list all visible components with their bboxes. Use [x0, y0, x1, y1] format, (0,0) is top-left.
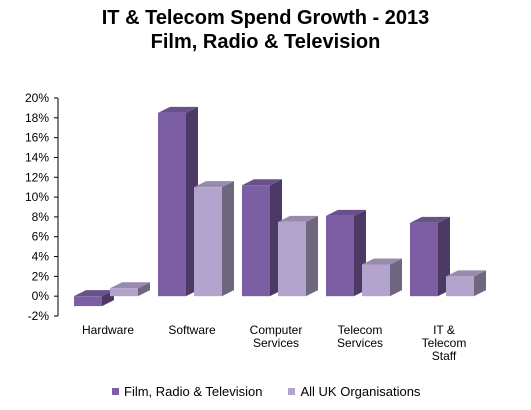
x-category-label: Telecom Services: [337, 323, 383, 350]
bar: [194, 187, 222, 297]
y-tick-label: 10%: [25, 190, 49, 204]
chart-title: IT & Telecom Spend Growth - 2013: [101, 7, 430, 29]
legend-label-film: Film, Radio & Television: [124, 384, 263, 399]
x-category-label: Computer Services: [250, 323, 303, 350]
y-tick-label: 6%: [32, 230, 50, 244]
bar-top: [326, 209, 366, 216]
bar-top: [446, 270, 486, 277]
legend-swatch-film: [112, 388, 119, 395]
bar-side: [474, 270, 486, 297]
bar: [110, 288, 138, 297]
bar-top: [410, 216, 450, 223]
y-tick-label: 2%: [32, 269, 50, 283]
x-category-label: IT & Telecom Staff: [422, 323, 467, 363]
bar: [410, 222, 438, 297]
bar-side: [390, 258, 402, 297]
bar-side: [306, 215, 318, 297]
bar: [326, 215, 354, 297]
chart-legend: Film, Radio & Television All UK Organisa…: [112, 384, 446, 399]
bar: [446, 276, 474, 297]
y-tick-label: 14%: [25, 150, 49, 164]
bar-side: [138, 282, 150, 297]
legend-swatch-all-uk: [288, 388, 296, 395]
y-tick-label: 12%: [25, 170, 49, 184]
y-tick-label: -2%: [28, 309, 50, 323]
bar: [158, 112, 186, 297]
bar-top: [242, 179, 282, 186]
bar-top: [362, 258, 402, 265]
bar-top: [278, 215, 318, 222]
bar: [74, 296, 102, 307]
bar-top: [194, 181, 234, 188]
legend-item-film: Film, Radio & Television: [112, 384, 262, 399]
bar-top: [110, 282, 150, 289]
x-category-label: Software: [168, 323, 216, 337]
y-tick-label: 18%: [25, 111, 49, 125]
bar-side: [222, 181, 234, 297]
x-category-label: Hardware: [82, 323, 134, 337]
bar: [362, 264, 390, 297]
legend-label-all-uk: All UK Organisations: [300, 384, 421, 399]
y-tick-label: 0%: [32, 289, 50, 303]
chart-subtitle: Film, Radio & Television: [150, 31, 381, 53]
bar: [242, 185, 270, 297]
bar-top: [158, 106, 198, 113]
y-tick-label: 16%: [25, 131, 49, 145]
bar-top: [74, 290, 114, 297]
y-tick-label: 20%: [25, 91, 49, 105]
y-tick-label: 8%: [32, 210, 50, 224]
legend-item-all-uk: All UK Organisations: [288, 384, 420, 399]
bar: [278, 221, 306, 297]
y-tick-label: 4%: [32, 250, 50, 264]
